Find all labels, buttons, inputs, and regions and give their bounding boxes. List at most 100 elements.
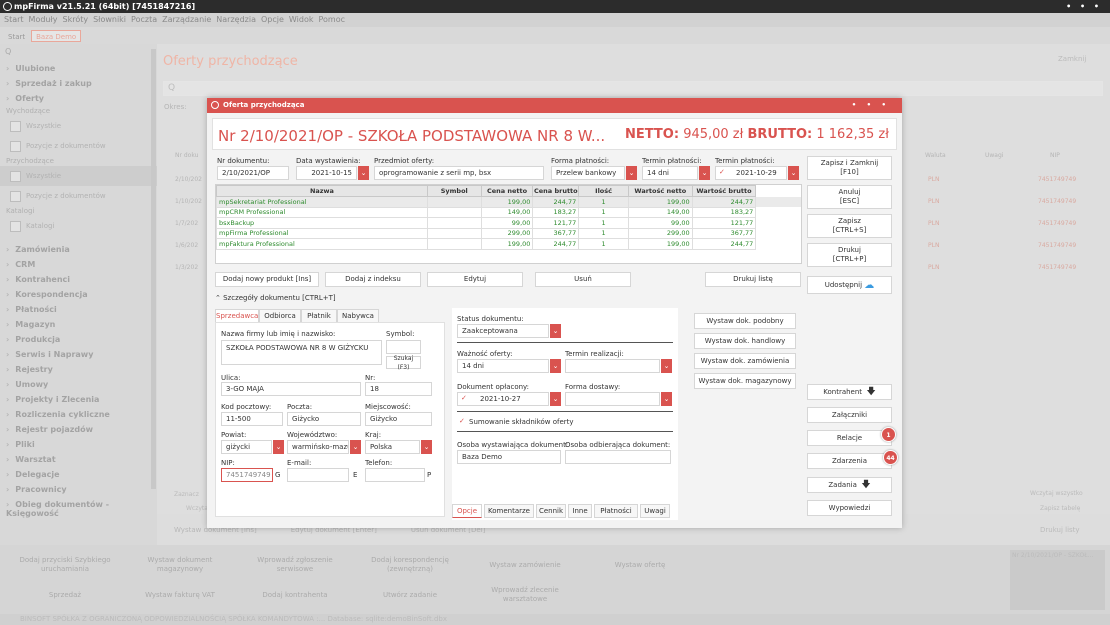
sidebar-group-sprzedaz[interactable]: Sprzedaż i zakup (0, 76, 157, 91)
tab-baza-demo[interactable]: Baza Demo (31, 30, 82, 42)
checkmark-icon[interactable]: ✓ (459, 417, 465, 425)
menu-start[interactable]: Start (4, 15, 24, 24)
tab-odbiorca[interactable]: Odbiorca (259, 309, 301, 323)
sidebar-item-katalogi[interactable]: Katalogi (0, 216, 157, 236)
col-header-nip[interactable]: NIP (1050, 152, 1060, 159)
menu-opcje[interactable]: Opcje (260, 15, 284, 24)
sidebar-item-pozycje-out[interactable]: Pozycje z dokumentów (0, 136, 157, 156)
share-button[interactable]: Udostępnij ☁ (807, 276, 892, 294)
payment-term-select[interactable]: 14 dni (642, 166, 698, 180)
status-select[interactable]: Zaakceptowana (457, 324, 549, 338)
quick-add-correspondence[interactable]: Dodaj korespondencję (zewnętrzną) (371, 556, 449, 573)
checkmark-icon[interactable]: ✓ (461, 394, 467, 402)
quick-invoice[interactable]: Wystaw fakturę VAT (145, 590, 215, 599)
contractor-button[interactable]: Kontrahent 🡇 (807, 384, 892, 400)
sidebar-group[interactable]: Rejestr pojazdów (0, 422, 157, 437)
attachments-button[interactable]: Załączniki (807, 407, 892, 423)
load-link[interactable]: Wczyta (186, 505, 208, 512)
search-f3-button[interactable]: Szukaj (F3) (386, 355, 421, 371)
col-header[interactable]: Ilość (578, 185, 629, 197)
chevron-down-icon[interactable]: ⌄ (358, 166, 369, 180)
chevron-down-icon[interactable]: ⌄ (661, 392, 672, 406)
doc-number-field[interactable]: 2/10/2021/OP (217, 166, 289, 180)
events-button[interactable]: Zdarzenia (807, 453, 892, 469)
sidebar-group[interactable]: Kontrahenci (0, 272, 157, 287)
col-header-waluta[interactable]: Waluta (925, 152, 946, 159)
sidebar-group[interactable]: Płatności (0, 302, 157, 317)
tab-uwagi[interactable]: Uwagi (640, 504, 670, 518)
save-button[interactable]: Zapisz [CTRL+S] (807, 214, 892, 238)
sidebar-group[interactable]: Magazyn (0, 317, 157, 332)
table-row[interactable]: mpFirma Professional 299,00 367,77 1 299,00 3… (216, 227, 801, 239)
col-header-uwagi[interactable]: Uwagi (985, 152, 1004, 159)
chevron-down-icon[interactable]: ⌄ (788, 166, 799, 180)
relations-button[interactable]: Relacje (807, 430, 892, 446)
chevron-down-icon[interactable]: ⌄ (699, 166, 710, 180)
phone-button[interactable]: P (427, 471, 432, 479)
checkmark-icon[interactable]: ✓ (719, 168, 725, 176)
menu-moduly[interactable]: Moduły (28, 15, 58, 24)
print-button[interactable]: Drukuj [CTRL+P] (807, 243, 892, 267)
add-product-button[interactable]: Dodaj nowy produkt [Ins] (215, 272, 319, 287)
subject-field[interactable]: oprogramowanie z serii mp, bsx (374, 166, 544, 180)
statements-button[interactable]: Wypowiedzi (807, 500, 892, 516)
country-select[interactable]: Polska (365, 440, 420, 454)
sidebar-group[interactable]: Projekty i Zlecenia (0, 392, 157, 407)
quick-warehouse-doc[interactable]: Wystaw dokument magazynowy (147, 556, 213, 573)
col-header[interactable]: Cena brutto (532, 185, 580, 197)
table-row[interactable]: 1/7/202 PLN 7451749749 (175, 220, 1077, 227)
chevron-down-icon[interactable]: ⌄ (550, 359, 561, 373)
table-row[interactable]: 1/10/202 PLN 7451749749 (175, 198, 1077, 205)
post-office-field[interactable]: Giżycko (287, 412, 361, 426)
edit-document-link[interactable]: Edytuj dokument [Enter] (290, 526, 377, 534)
sidebar-group[interactable]: Produkcja (0, 332, 157, 347)
close-link[interactable]: Zamknij (1058, 55, 1087, 63)
symbol-field[interactable] (386, 340, 421, 354)
table-row[interactable]: mpSekretariat Professional 199,00 244,77 1 1… (216, 196, 801, 208)
table-row[interactable]: mpFaktura Professional 199,00 244,77 1 199,0… (216, 238, 801, 250)
quick-add-contractor[interactable]: Dodaj kontrahenta (262, 590, 328, 599)
paid-date-field[interactable]: 2021-10-27 (457, 392, 549, 406)
sidebar-group-oferty[interactable]: Oferty (0, 91, 157, 106)
chevron-down-icon[interactable]: ⌄ (626, 166, 637, 180)
edit-button[interactable]: Edytuj (427, 272, 523, 287)
sidebar-group[interactable]: Delegacje (0, 467, 157, 482)
phone-field[interactable] (365, 468, 425, 482)
tab-nabywca[interactable]: Nabywca (337, 309, 379, 323)
payment-due-field[interactable]: 2021-10-29 (715, 166, 787, 180)
tab-platnik[interactable]: Płatnik (301, 309, 337, 323)
sidebar-group[interactable]: Korespondencja (0, 287, 157, 302)
county-select[interactable]: giżycki (221, 440, 272, 454)
sidebar-group-ulubione[interactable]: Ulubione (0, 61, 157, 76)
col-header[interactable]: Nazwa (216, 185, 428, 197)
delivery-select[interactable] (565, 392, 660, 406)
quick-offer[interactable]: Wystaw ofertę (614, 560, 666, 569)
number-field[interactable]: 18 (365, 382, 432, 396)
postal-code-field[interactable]: 11-500 (221, 412, 283, 426)
quick-workshop-order[interactable]: Wprowadź zlecenie warsztatowe (491, 586, 559, 603)
window-menu-dots[interactable]: • • • (1066, 2, 1102, 11)
email-button[interactable]: E (353, 471, 358, 479)
sidebar-group[interactable]: Pliki (0, 437, 157, 452)
issue-document-link[interactable]: Wystaw dokument [Ins] (174, 526, 257, 534)
sidebar-group[interactable]: Zamówienia (0, 242, 157, 257)
nip-field[interactable]: 7451749749 (221, 468, 273, 482)
table-row[interactable]: 1/6/202 PLN 7451749749 (175, 242, 1077, 249)
quick-sale[interactable]: Sprzedaż (48, 590, 82, 599)
save-table-button[interactable]: Zapisz tabelę (1040, 505, 1081, 512)
col-header-nrdok[interactable]: Nr doku (175, 152, 199, 159)
tasks-button[interactable]: Zadania 🡇 (807, 477, 892, 493)
tab-inne[interactable]: Inne (568, 504, 592, 518)
issue-trade-button[interactable]: Wystaw dok. handlowy (694, 333, 796, 349)
sidebar-group[interactable]: Rejestry (0, 362, 157, 377)
menu-widok[interactable]: Widok (288, 15, 314, 24)
tab-opcje[interactable]: Opcje (452, 504, 482, 518)
add-from-index-button[interactable]: Dodaj z indeksu (325, 272, 421, 287)
col-header[interactable]: Symbol (426, 185, 482, 197)
quick-add-buttons[interactable]: Dodaj przyciski Szybkiego uruchamiania (19, 556, 111, 573)
table-row[interactable]: 2/10/202 PLN 7451749749 (175, 176, 1077, 183)
details-toggle[interactable]: ⌃ Szczegóły dokumentu [CTRL+T] (215, 294, 336, 302)
table-row[interactable]: mpCRM Professional 149,00 183,27 1 149,00 183… (216, 206, 801, 218)
menu-poczta[interactable]: Poczta (131, 15, 158, 24)
print-lists-button[interactable]: Drukuj listy (1040, 526, 1080, 534)
